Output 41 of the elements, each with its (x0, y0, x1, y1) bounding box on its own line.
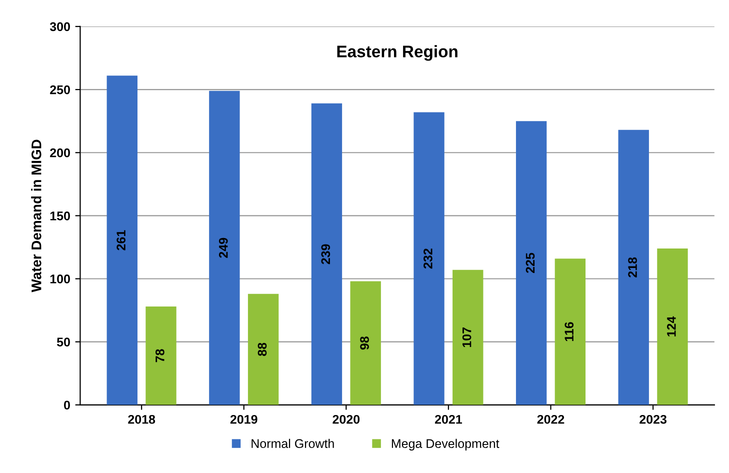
bar (657, 248, 688, 405)
bar (209, 90, 240, 405)
bar (554, 258, 586, 405)
bar (618, 130, 649, 405)
bar (146, 306, 176, 405)
x-tick-label: 2019 (230, 414, 258, 424)
x-tick-label: 2023 (640, 414, 666, 424)
data-label: 78 (156, 349, 164, 362)
bar (350, 281, 381, 405)
y-tick-label: 150 (50, 211, 70, 220)
bar (106, 76, 138, 405)
y-tick-label: 50 (56, 338, 70, 346)
data-label: 218 (628, 257, 637, 278)
y-tick-label: 0 (64, 400, 70, 410)
x-tick-label: 2022 (537, 414, 564, 424)
y-tick-label: 200 (50, 148, 70, 158)
data-label: 232 (424, 248, 432, 269)
data-label: 124 (666, 316, 676, 336)
bar (516, 121, 547, 405)
x-tick-label: 2018 (128, 414, 156, 424)
data-label: 225 (526, 252, 535, 273)
data-label: 116 (564, 322, 574, 342)
data-label: 239 (321, 244, 330, 264)
data-label: 107 (462, 328, 472, 348)
legend-label: Normal Growth (252, 438, 334, 448)
text: Eastern Region (337, 45, 458, 61)
data-label: 261 (116, 230, 126, 250)
bar (248, 294, 279, 405)
data-label: 88 (258, 342, 267, 356)
y-tick-label: 300 (50, 22, 70, 32)
y-tick-label: 250 (50, 85, 70, 94)
x-tick-label: 2020 (332, 414, 360, 424)
bar (452, 270, 484, 405)
legend-label: Mega Development (392, 438, 500, 450)
bar (414, 112, 444, 405)
data-label: 98 (360, 336, 369, 350)
bar (311, 103, 342, 405)
data-label: 249 (218, 238, 228, 258)
y-tick-label: 100 (50, 274, 70, 284)
x-tick-label: 2021 (434, 414, 462, 424)
y-axis-title: Water Demand in MIGD (31, 140, 42, 292)
